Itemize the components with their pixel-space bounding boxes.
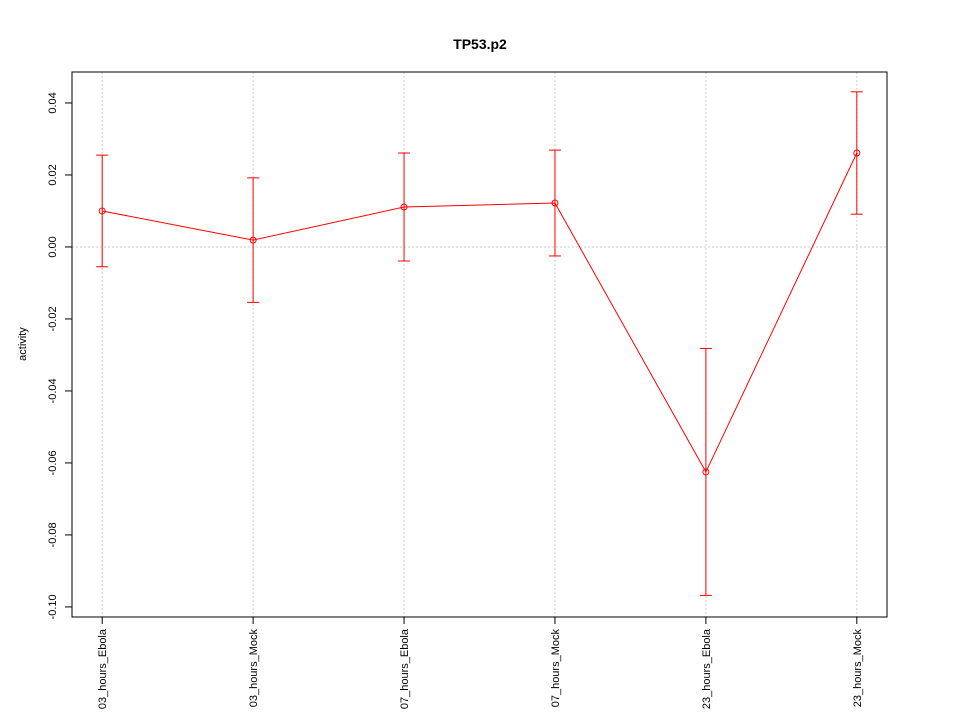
point [551, 199, 559, 207]
y-tick-label: -0.08 [47, 522, 59, 547]
y-tick-label: -0.02 [47, 306, 59, 331]
y-axis-label: activity [17, 327, 29, 361]
y-tick-label: -0.04 [47, 378, 59, 403]
x-tick-label: 23_hours_Mock [852, 629, 864, 708]
x-tick-label: 07_hours_Ebola [399, 628, 411, 709]
error-bar [247, 177, 260, 303]
y-tick-label: 0.00 [47, 236, 59, 257]
error-bar [850, 91, 863, 215]
point [98, 207, 106, 215]
point [400, 203, 408, 211]
error-bar [548, 149, 561, 257]
point [853, 149, 861, 157]
series-line [102, 152, 858, 474]
error-bar [398, 152, 411, 262]
chart-title: TP53.p2 [453, 36, 507, 52]
y-tick-label: -0.06 [47, 450, 59, 475]
error-bar [96, 154, 109, 268]
plot-frame [71, 71, 888, 618]
x-tick-label: 07_hours_Mock [550, 629, 562, 708]
y-tick-label: 0.04 [47, 92, 59, 113]
x-tick-label: 03_hours_Ebola [97, 628, 109, 709]
x-tick-label: 03_hours_Mock [248, 629, 260, 708]
y-tick-label: 0.02 [47, 164, 59, 185]
error-bar [699, 347, 712, 596]
y-tick-label: -0.10 [47, 594, 59, 619]
point [249, 236, 257, 244]
x-tick-label: 23_hours_Ebola [701, 628, 713, 709]
point [702, 468, 710, 476]
